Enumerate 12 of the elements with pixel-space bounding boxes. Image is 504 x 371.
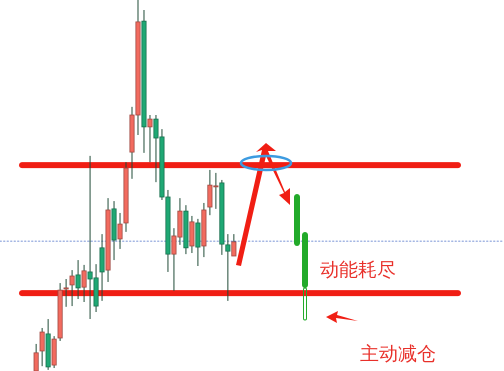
text: 主动减仓 bbox=[360, 343, 436, 365]
candlestick bbox=[64, 278, 69, 308]
candlestick bbox=[34, 343, 39, 371]
candlestick bbox=[76, 260, 81, 300]
text: 动能耗尽 bbox=[320, 259, 396, 281]
candlestick bbox=[82, 264, 87, 302]
candlestick bbox=[231, 234, 236, 256]
candlestick bbox=[147, 114, 153, 163]
candlestick bbox=[70, 270, 75, 307]
candlestick bbox=[40, 327, 45, 367]
candlestick bbox=[117, 212, 123, 250]
candlestick bbox=[225, 234, 230, 302]
